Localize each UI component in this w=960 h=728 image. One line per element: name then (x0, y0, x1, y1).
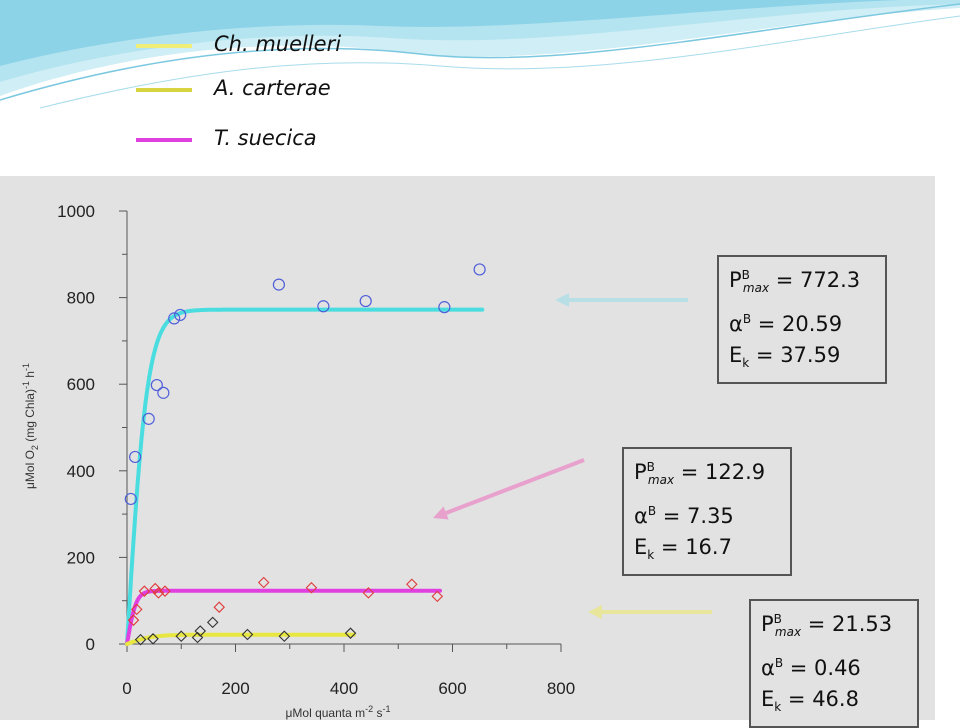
pmax-row: PBmax = 122.9 (634, 460, 766, 488)
data-point-muelleri (174, 308, 187, 322)
data-point-suecica (362, 587, 375, 599)
data-point-carterae (344, 627, 357, 639)
swoosh-line (0, 3, 960, 101)
data-point-muelleri (438, 301, 451, 314)
fit-curves-layer (125, 307, 485, 646)
data-point-muelleri (124, 492, 137, 506)
arrow-to-muelleri-head (555, 293, 569, 307)
arrow-to-suecica-shaft (445, 458, 585, 515)
data-point-muelleri (473, 263, 486, 276)
legend-label-carterae: A. carterae (214, 76, 331, 100)
data-point-suecica (159, 585, 171, 597)
data-point-carterae (147, 633, 159, 645)
params-box-suecica: PBmax = 122.9 αB = 7.35 Ek = 16.7 (622, 447, 792, 577)
params-box-muelleri: PBmax = 772.3 αB = 20.59 Ek = 37.59 (717, 255, 887, 385)
pmax-row: PBmax = 21.53 (761, 612, 893, 640)
legend-label-muelleri: Ch. muelleri (214, 32, 342, 56)
legend-swatch-suecica (136, 138, 192, 142)
data-point-muelleri (150, 378, 163, 392)
alpha-row: αB = 20.59 (729, 312, 843, 337)
data-point-carterae (194, 625, 207, 637)
x-tick-label: 400 (330, 679, 358, 698)
header-swoosh (0, 0, 960, 109)
ek-row: Ek = 37.59 (729, 343, 841, 371)
pi-curve-chart: 0 200 400 600 800 1000 0 200 400 600 800 μMol quan… (21, 202, 712, 720)
y-tick-label: 0 (86, 635, 95, 654)
ek-row: Ek = 16.7 (634, 535, 732, 563)
data-point-muelleri (129, 450, 142, 464)
data-point-suecica (138, 585, 151, 597)
legend-label-suecica: T. suecica (214, 126, 317, 150)
y-tick-label: 400 (67, 462, 95, 481)
data-point-suecica (213, 601, 226, 613)
arrow-to-carterae (588, 605, 712, 619)
data-point-suecica (149, 582, 161, 595)
data-point-muelleri (157, 386, 170, 399)
alpha-row: αB = 7.35 (634, 504, 734, 529)
arrow-to-muelleri (555, 293, 688, 307)
data-point-suecica (305, 581, 318, 594)
data-point-suecica (257, 576, 270, 589)
y-axis-title: μMol O2 (mg Chla)-1 h-1 (21, 363, 40, 489)
y-tick-label: 200 (67, 548, 95, 567)
params-box-carterae: PBmax = 21.53 αB = 0.46 Ek = 46.8 (749, 599, 919, 728)
data-point-muelleri (168, 312, 181, 325)
y-tick-label: 1000 (57, 202, 95, 221)
data-point-muelleri (142, 412, 155, 425)
data-point-suecica (130, 603, 143, 616)
pmax-row: PBmax = 772.3 (729, 268, 861, 296)
x-tick-label: 800 (547, 679, 575, 698)
data-point-carterae (241, 628, 254, 641)
x-tick-label: 0 (122, 679, 131, 698)
legend-swatch-muelleri (136, 44, 192, 48)
y-tick-label: 600 (67, 375, 95, 394)
data-point-carterae (134, 633, 147, 646)
arrow-to-carterae-head (588, 605, 602, 619)
fit-curve-suecica (125, 588, 442, 646)
x-tick-label: 200 (221, 679, 249, 698)
legend-swatch-carterae (136, 88, 192, 92)
data-point-suecica (406, 578, 418, 591)
fit-curve-carterae (125, 632, 356, 646)
arrows-layer (433, 293, 712, 619)
data-point-carterae (278, 630, 291, 642)
arrow-to-suecica (433, 458, 585, 520)
y-tick-label: 800 (67, 289, 95, 308)
swoosh-wave-front (0, 0, 900, 66)
data-point-suecica (431, 590, 444, 603)
swoosh-line-2 (39, 15, 960, 109)
alpha-row: αB = 0.46 (761, 656, 861, 681)
data-points-layer (124, 263, 486, 646)
fit-curve-muelleri (125, 307, 485, 646)
data-point-muelleri (359, 294, 372, 308)
data-point-muelleri (272, 278, 285, 291)
data-point-suecica (127, 614, 140, 626)
ek-row: Ek = 46.8 (761, 687, 859, 715)
data-point-muelleri (317, 300, 330, 313)
x-axis-title: μMol quanta m-2 s-1 (286, 704, 391, 720)
data-point-carterae (175, 630, 188, 642)
data-point-carterae (206, 616, 219, 629)
arrow-to-suecica-head (433, 506, 449, 520)
axes-layer: 0 200 400 600 800 1000 0 200 400 600 800 (57, 202, 575, 698)
x-tick-label: 600 (438, 679, 466, 698)
data-point-suecica (152, 587, 165, 599)
